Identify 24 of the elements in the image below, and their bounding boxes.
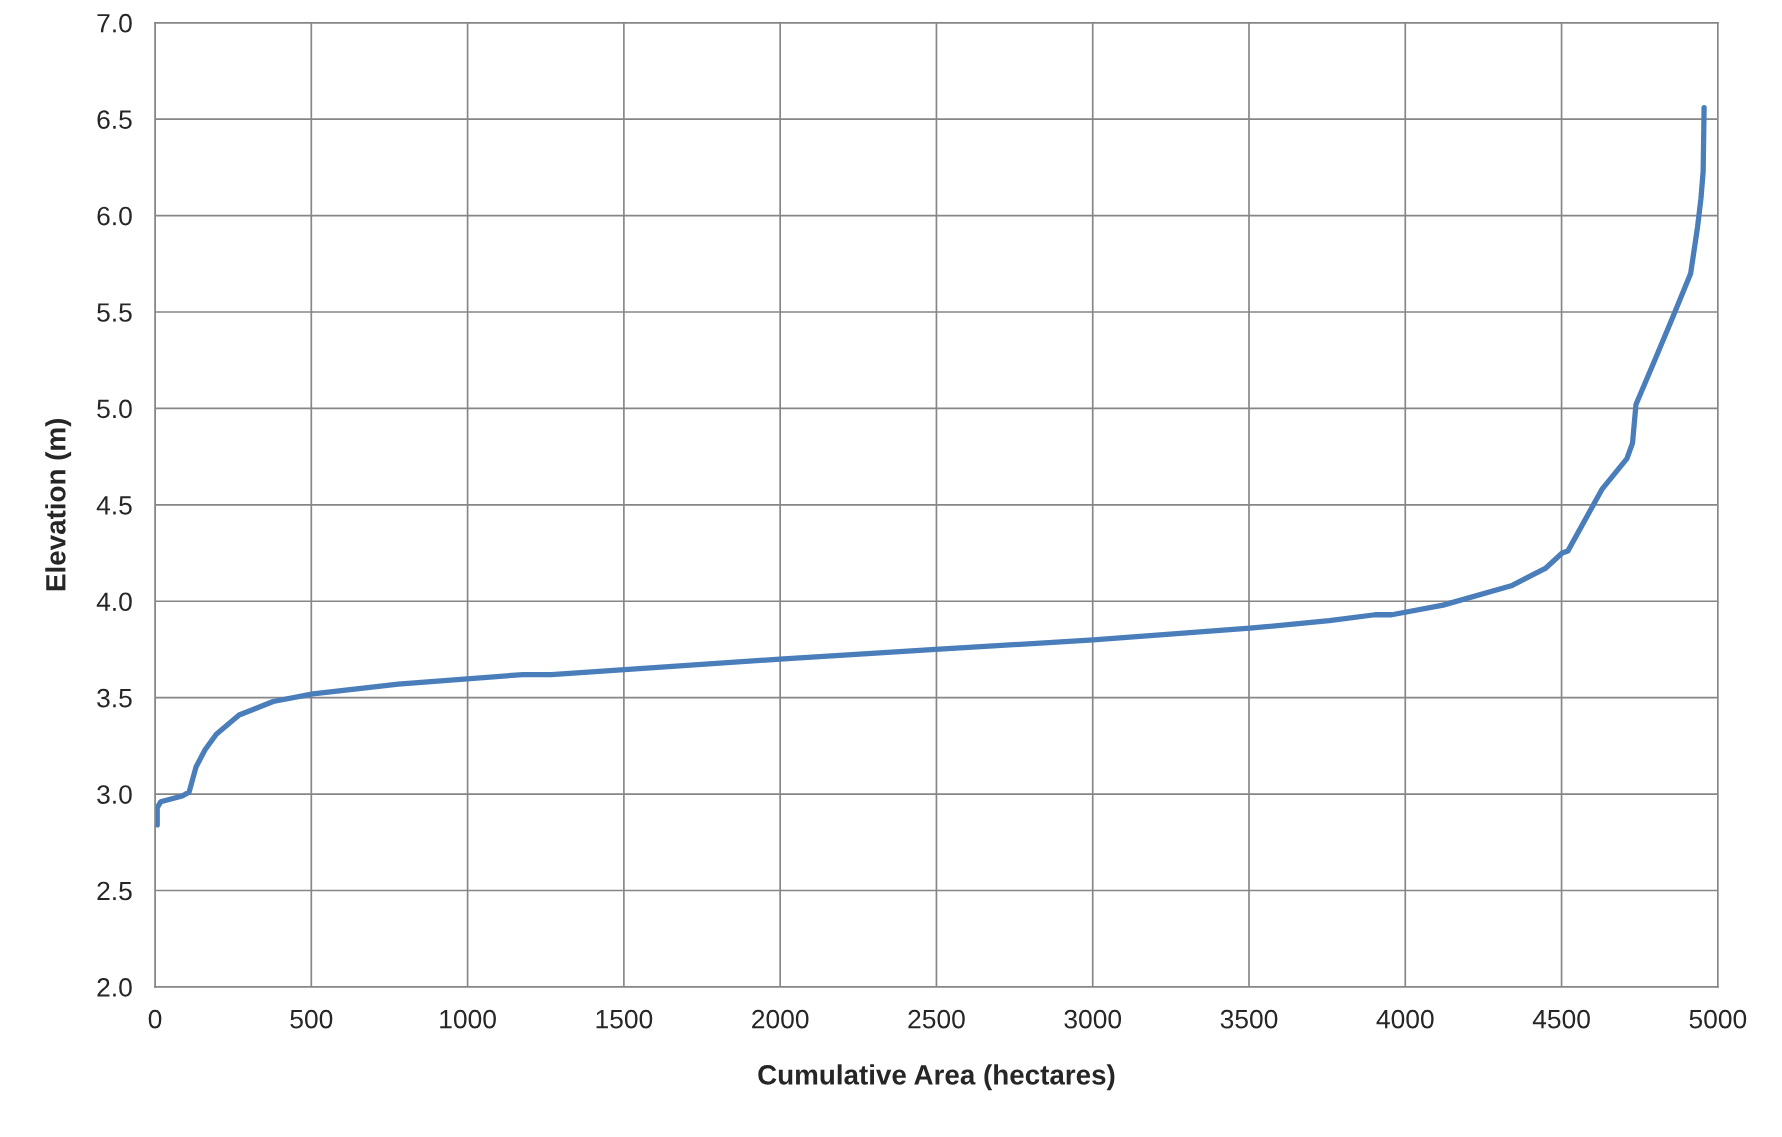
x-tick-label: 4000 — [1376, 1009, 1434, 1029]
y-tick-label: 3.0 — [97, 785, 132, 804]
x-tick-label: 2500 — [908, 1009, 965, 1029]
x-tick-label: 1500 — [596, 1009, 653, 1029]
y-tick-label: 5.5 — [97, 303, 132, 322]
y-axis-title: Elevation (m) — [45, 419, 72, 591]
y-tick-label: 6.0 — [97, 206, 132, 226]
x-tick-label: 2000 — [752, 1009, 809, 1029]
x-tick-label: 1000 — [440, 1009, 496, 1029]
x-tick-label: 500 — [290, 1009, 333, 1029]
y-tick-label: 4.0 — [96, 592, 132, 612]
y-tick-label: 2.0 — [97, 978, 132, 997]
x-tick-label: 3000 — [1064, 1009, 1122, 1029]
y-tick-label: 4.5 — [96, 496, 132, 515]
x-tick-label: 5000 — [1689, 1009, 1747, 1029]
x-tick-label: 3500 — [1220, 1009, 1278, 1029]
y-tick-label: 2.5 — [97, 881, 132, 901]
x-tick-label: 0 — [148, 1009, 162, 1029]
y-tick-label: 6.5 — [97, 110, 132, 129]
y-tick-label: 7.0 — [97, 13, 132, 33]
x-tick-label: 4500 — [1532, 1009, 1590, 1029]
y-tick-label: 3.5 — [97, 688, 132, 708]
y-tick-label: 5.0 — [97, 399, 132, 419]
x-axis-title: Cumulative Area (hectares) — [758, 1064, 1115, 1091]
